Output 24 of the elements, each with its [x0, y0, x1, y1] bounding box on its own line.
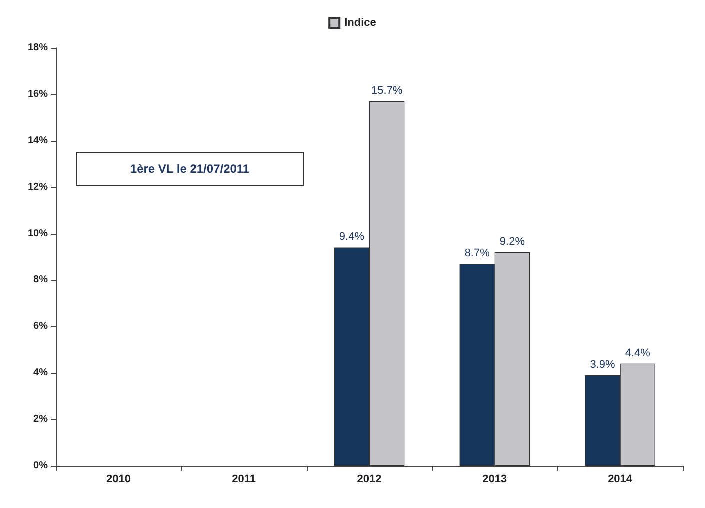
data-label: 8.7%: [464, 247, 490, 260]
legend-label: Indice: [344, 17, 376, 29]
x-tick-label: 2010: [106, 474, 131, 486]
data-label: 3.9%: [590, 358, 616, 371]
note-box: 1ère VL le 21/07/2011: [76, 152, 304, 186]
y-tick-label: 18%: [28, 42, 48, 54]
y-tick-label: 10%: [28, 228, 48, 240]
data-label: 9.4%: [339, 231, 365, 244]
y-tick-label: 16%: [28, 88, 48, 100]
y-tick-label: 0%: [34, 460, 48, 472]
y-tick-label: 6%: [34, 321, 48, 332]
annotation: 1ère VL le 21/07/2011: [130, 162, 250, 176]
data-label: 9.2%: [500, 236, 526, 248]
data-label: 15.7%: [371, 84, 403, 97]
y-tick-label: 14%: [28, 135, 48, 146]
x-tick-label: 2011: [232, 474, 256, 486]
y-tick-label: 4%: [34, 368, 48, 379]
y-tick-label: 2%: [34, 414, 48, 426]
x-tick-label: 2013: [482, 474, 508, 486]
x-tick-label: 2014: [608, 474, 634, 486]
x-tick-label: 2012: [357, 474, 382, 486]
y-tick-label: 12%: [28, 182, 48, 193]
data-label: 4.4%: [625, 347, 651, 360]
y-tick-label: 8%: [34, 274, 48, 286]
